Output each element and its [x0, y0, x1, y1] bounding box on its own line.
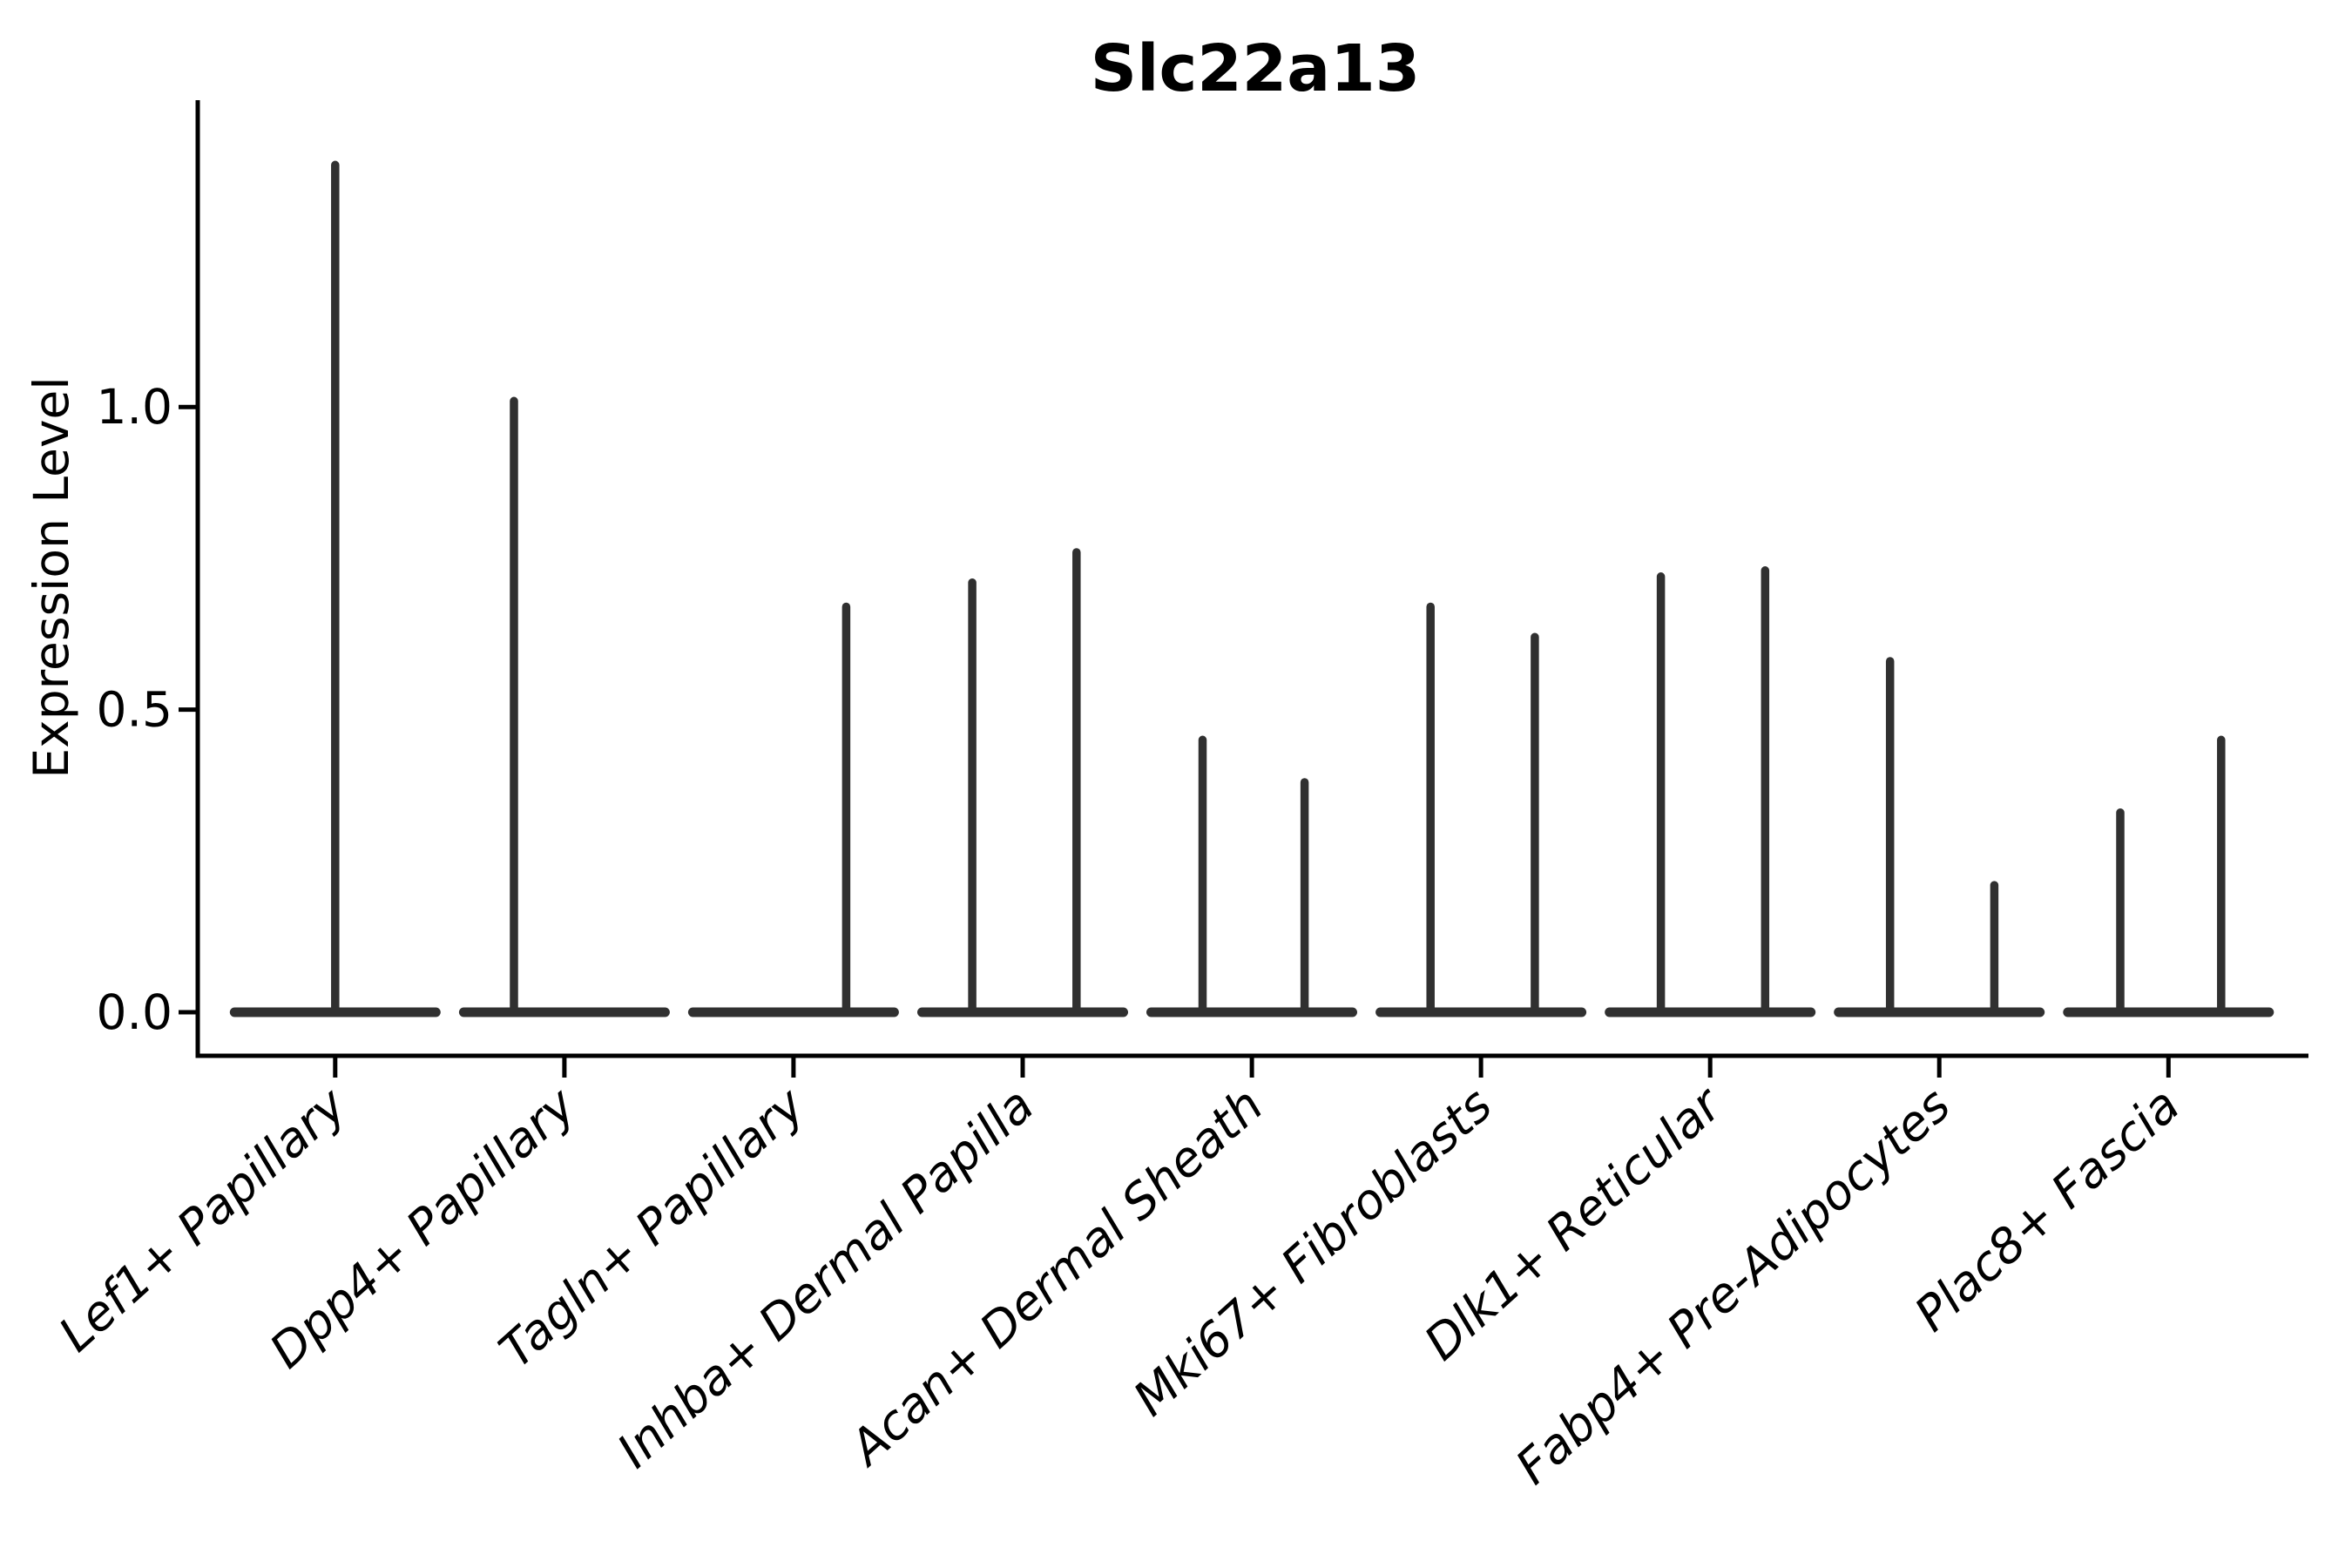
y-tick-label: 1.0: [97, 379, 172, 435]
y-tick-label: 0.0: [97, 984, 172, 1040]
violin-base: [2063, 1007, 2274, 1017]
violin-base: [687, 1007, 899, 1017]
violin-base: [1834, 1007, 2045, 1017]
violin-base: [917, 1007, 1128, 1017]
violin-base: [458, 1007, 670, 1017]
y-axis-label: Expression Level: [24, 376, 79, 778]
x-tick-label: Inhba+ Dermal Papilla: [606, 1077, 1044, 1478]
chart-title: Slc22a13: [1091, 31, 1420, 106]
y-tick-label: 0.5: [97, 682, 172, 738]
x-tick-label: Fabp4+ Pre-Adipocytes: [1505, 1077, 1961, 1495]
violin-base: [1146, 1007, 1357, 1017]
x-tick-label: Acan+ Dermal Sheath: [838, 1077, 1274, 1477]
violin-base: [1605, 1007, 1816, 1017]
violin-base: [1375, 1007, 1587, 1017]
